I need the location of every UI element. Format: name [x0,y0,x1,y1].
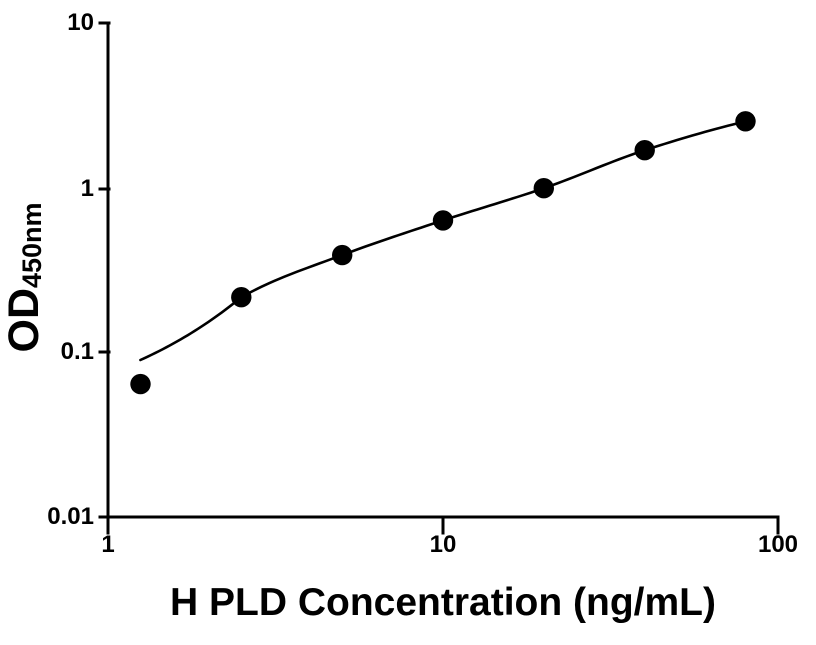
svg-text:0.01: 0.01 [47,503,94,530]
svg-text:1: 1 [81,175,94,202]
svg-text:1: 1 [101,531,114,558]
svg-text:10: 10 [430,531,457,558]
svg-text:0.1: 0.1 [61,338,94,365]
svg-text:10: 10 [67,9,94,36]
svg-text:OD450nm: OD450nm [0,202,48,352]
svg-text:100: 100 [758,531,798,558]
